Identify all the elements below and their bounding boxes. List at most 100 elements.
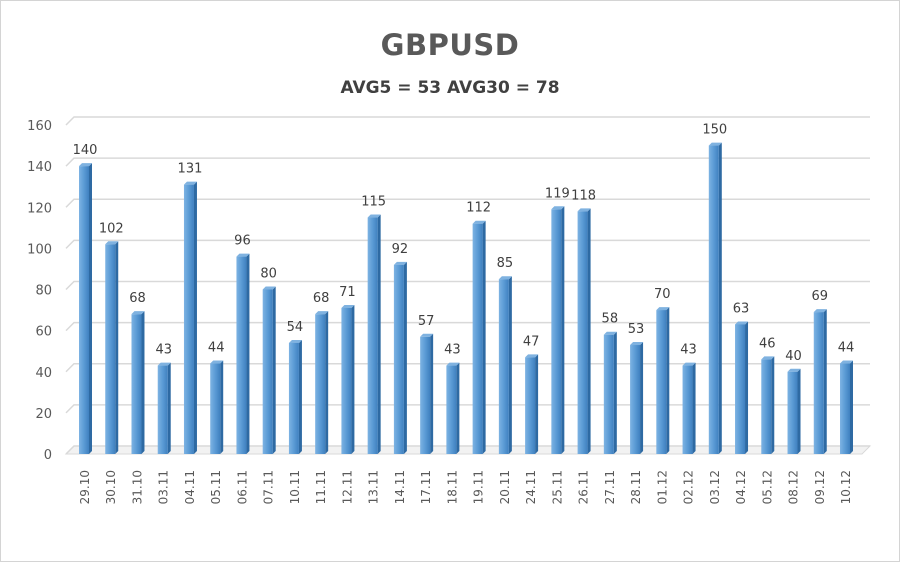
bar: [735, 324, 746, 454]
bar-side: [797, 368, 801, 454]
gridline: [65, 239, 870, 249]
data-label: 71: [339, 285, 356, 300]
bar: [525, 357, 536, 454]
bar-top: [787, 368, 801, 372]
gridline: [65, 157, 870, 167]
bar: [79, 166, 89, 454]
bar-side: [325, 311, 329, 454]
bar-side: [692, 362, 696, 454]
data-label: 57: [418, 314, 435, 329]
bar-side: [640, 342, 644, 454]
x-axis-tick-label: 10.12: [839, 470, 853, 504]
x-axis-tick-label: 01.12: [655, 470, 669, 504]
bar-top: [236, 253, 250, 257]
bar-top: [262, 286, 276, 290]
bar-side: [561, 206, 565, 454]
x-axis-tick-label: 18.11: [445, 470, 459, 504]
data-label: 63: [733, 301, 750, 316]
y-axis-tick-label: 120: [27, 201, 52, 216]
bar-side: [771, 356, 775, 454]
bar-top: [498, 276, 512, 280]
bar-top: [813, 309, 827, 313]
bar-side: [193, 181, 197, 454]
bar-side: [430, 333, 434, 454]
data-label: 118: [571, 188, 596, 203]
x-axis-tick-label: 04.11: [183, 470, 197, 504]
x-axis-tick-label: 10.11: [288, 470, 302, 504]
y-axis-tick-label: 160: [27, 119, 52, 134]
y-axis-tick-label: 40: [35, 366, 52, 381]
data-label: 92: [392, 242, 409, 257]
bar: [236, 256, 247, 454]
bar: [105, 244, 116, 454]
data-label: 69: [811, 289, 828, 304]
x-axis-tick-label: 17.11: [419, 470, 433, 504]
data-label: 150: [702, 123, 727, 138]
bar-top: [79, 163, 92, 167]
data-label: 96: [234, 234, 251, 249]
bar-top: [393, 261, 407, 265]
y-axis-tick-label: 0: [44, 448, 52, 463]
y-axis-tick-label: 80: [35, 284, 52, 299]
x-axis-tick-label: 05.11: [209, 470, 223, 504]
x-axis-tick-label: 02.12: [682, 470, 696, 504]
gridline: [65, 116, 870, 126]
data-label: 54: [287, 320, 304, 335]
x-axis-tick-label: 05.12: [760, 470, 774, 504]
x-axis-tick-label: 11.11: [314, 470, 328, 504]
bar-side: [351, 305, 355, 454]
bar-side: [508, 276, 512, 454]
bar-top: [105, 241, 119, 245]
data-label: 43: [444, 343, 461, 358]
x-axis-tick-label: 03.11: [157, 470, 171, 504]
bar-side: [850, 360, 853, 454]
x-axis-tick-label: 08.12: [787, 470, 801, 504]
data-label: 46: [759, 336, 776, 351]
bar: [183, 184, 194, 454]
bar-top: [682, 362, 696, 366]
data-label: 115: [361, 195, 386, 210]
x-axis-tick-label: 24.11: [524, 470, 538, 504]
bar: [288, 342, 299, 454]
x-axis-tick-label: 26.11: [577, 470, 591, 504]
bar-side: [220, 360, 224, 454]
bar-side: [613, 331, 617, 454]
x-axis-tick-label: 28.11: [629, 470, 643, 504]
bar-top: [603, 331, 617, 335]
bar-side: [403, 261, 407, 454]
bar: [498, 279, 509, 454]
data-label: 53: [628, 322, 645, 337]
data-label: 112: [466, 201, 491, 216]
bar: [420, 336, 431, 454]
bar: [472, 223, 483, 454]
bar-top: [525, 354, 539, 358]
bar-side: [141, 311, 145, 454]
bar-side: [167, 362, 171, 454]
bar-side: [246, 253, 250, 454]
bar: [656, 310, 667, 454]
bar-top: [577, 208, 591, 212]
bar-side: [535, 354, 539, 454]
bar-top: [656, 307, 670, 311]
bar-side: [587, 208, 591, 454]
bar-top: [761, 356, 775, 360]
bar-side: [718, 142, 722, 454]
bar-top: [183, 181, 197, 185]
bar: [682, 365, 693, 454]
chart-title: GBPUSD: [380, 28, 520, 62]
bar-side: [377, 214, 381, 454]
bar: [840, 363, 850, 454]
bar: [551, 209, 562, 454]
bar-top: [341, 305, 355, 309]
bar: [210, 363, 221, 454]
x-axis-tick-label: 29.10: [78, 470, 92, 504]
data-label: 140: [73, 143, 98, 158]
x-axis-tick-label: 19.11: [472, 470, 486, 504]
bar-top: [472, 220, 486, 224]
gridline: [65, 198, 870, 208]
bar-side: [89, 163, 92, 454]
bar-top: [315, 311, 329, 315]
bar: [315, 314, 326, 454]
bar-side: [482, 220, 486, 454]
